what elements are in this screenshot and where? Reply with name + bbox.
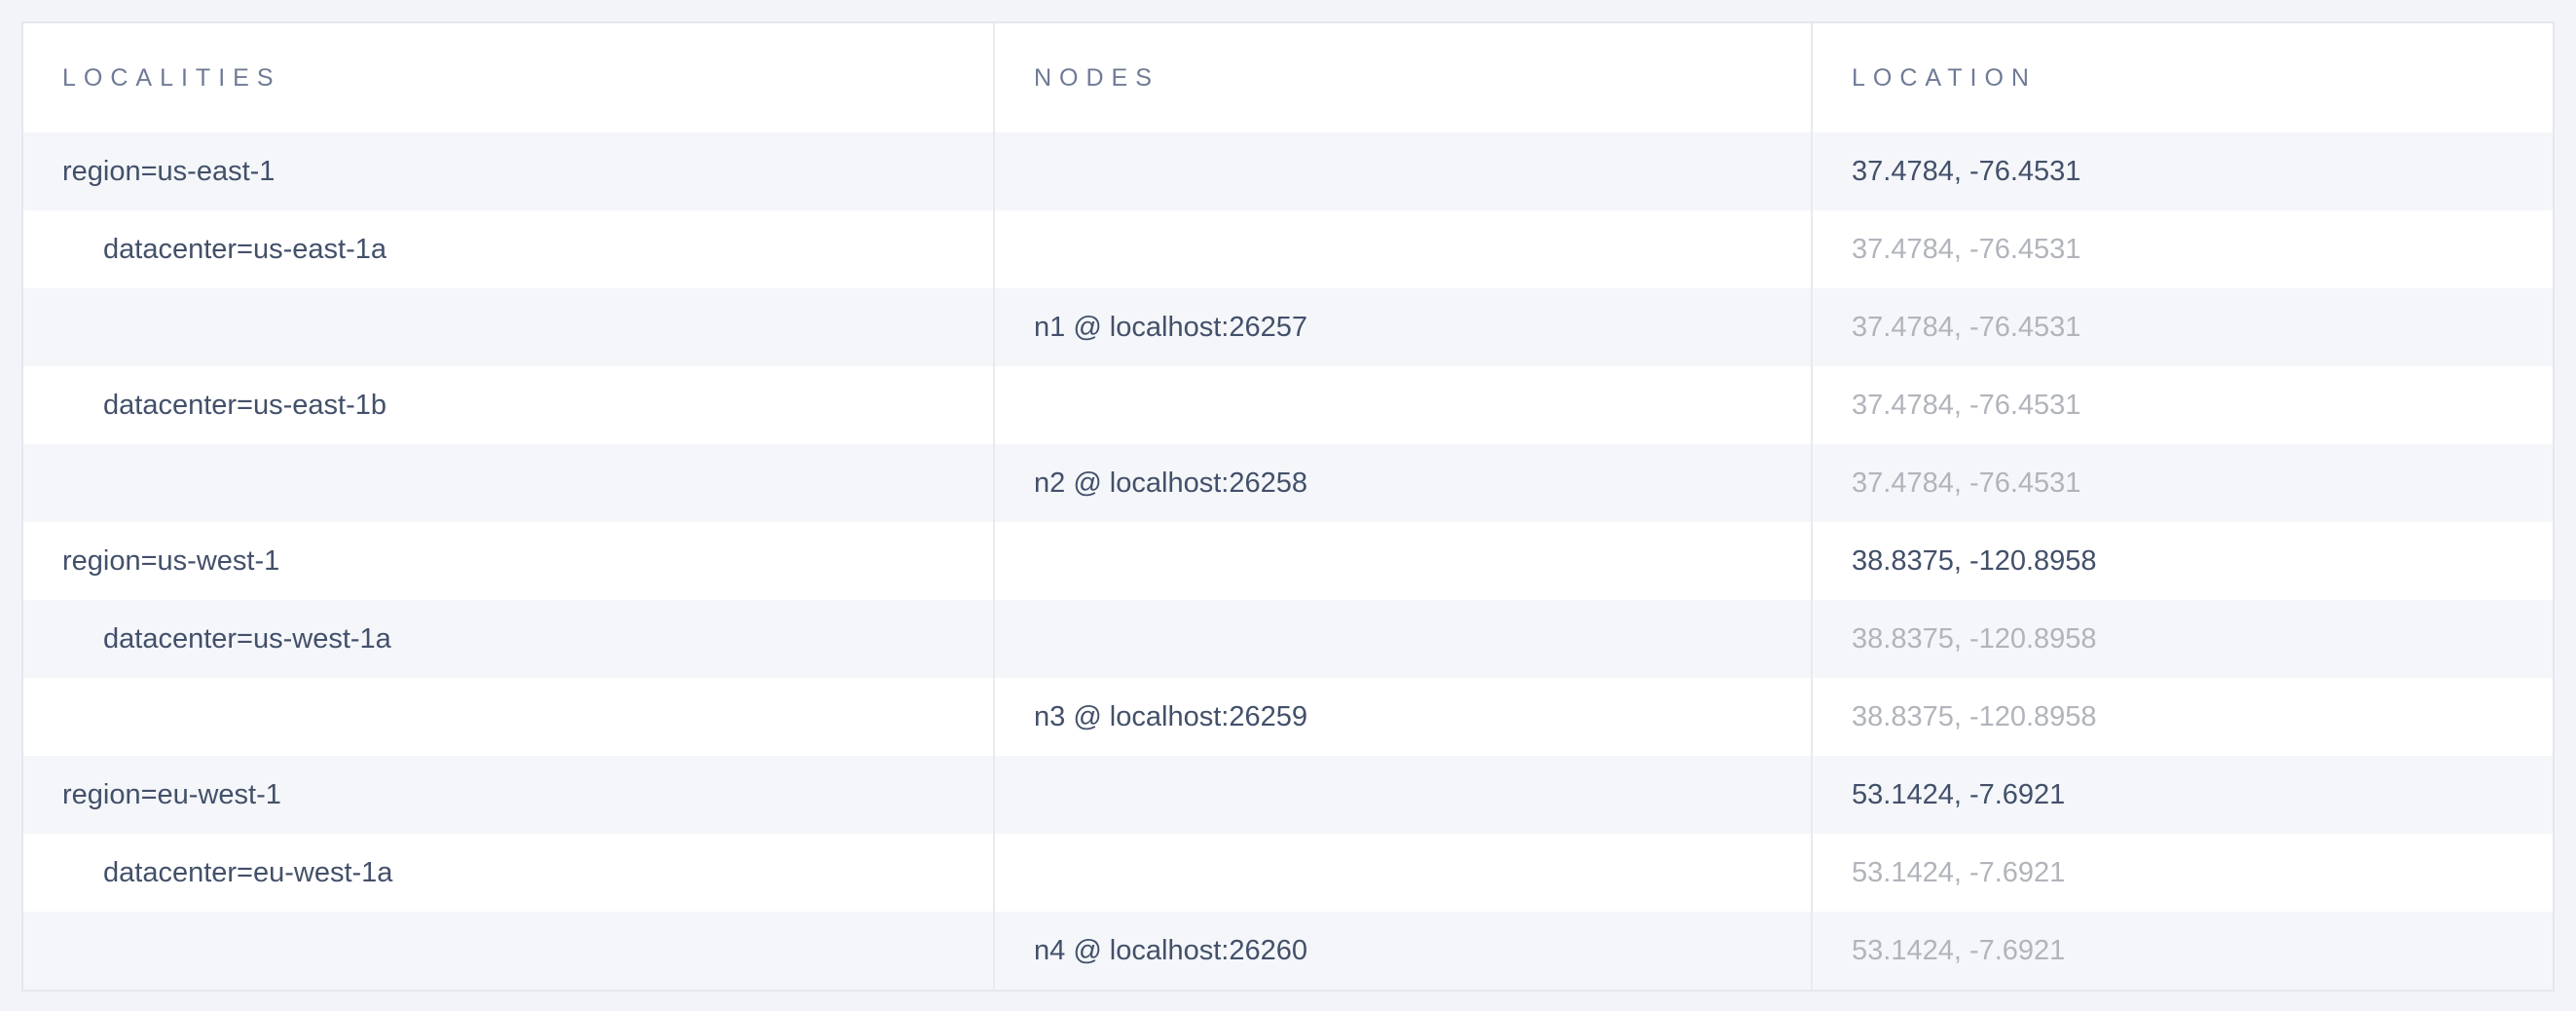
node-label: n1 @ localhost:26257 [1034,311,1307,343]
locality-cell [23,678,993,756]
table-row: datacenter=us-east-1a 37.4784, -76.4531 [23,210,2553,288]
locality-label: region=us-west-1 [62,544,280,577]
table-row: datacenter=us-east-1b 37.4784, -76.4531 [23,366,2553,444]
node-cell: n3 @ localhost:26259 [993,678,1811,756]
locality-cell: region=eu-west-1 [23,756,993,834]
locality-label: region=us-east-1 [62,155,276,187]
location-cell: 53.1424, -7.6921 [1811,834,2553,912]
locality-label: datacenter=eu-west-1a [103,856,393,888]
location-value: 37.4784, -76.4531 [1852,311,2081,343]
location-value: 38.8375, -120.8958 [1852,544,2097,577]
table-row: region=us-east-1 37.4784, -76.4531 [23,132,2553,210]
locality-cell: region=us-east-1 [23,132,993,210]
location-value: 37.4784, -76.4531 [1852,389,2081,421]
location-value: 38.8375, -120.8958 [1852,700,2097,732]
node-cell [993,756,1811,834]
location-cell: 53.1424, -7.6921 [1811,756,2553,834]
node-cell [993,600,1811,678]
location-cell: 37.4784, -76.4531 [1811,288,2553,366]
table-row: datacenter=eu-west-1a 53.1424, -7.6921 [23,834,2553,912]
table-body: region=us-east-1 37.4784, -76.4531 datac… [23,132,2553,990]
location-value: 37.4784, -76.4531 [1852,233,2081,265]
location-value: 37.4784, -76.4531 [1852,155,2081,187]
location-cell: 37.4784, -76.4531 [1811,132,2553,210]
locality-cell: datacenter=us-west-1a [23,600,993,678]
table-row: n4 @ localhost:26260 53.1424, -7.6921 [23,912,2553,990]
location-cell: 38.8375, -120.8958 [1811,522,2553,600]
location-value: 53.1424, -7.6921 [1852,778,2066,810]
locality-label: datacenter=us-east-1b [103,389,386,421]
location-value: 53.1424, -7.6921 [1852,856,2066,888]
locality-cell [23,288,993,366]
locality-cell [23,912,993,990]
location-cell: 37.4784, -76.4531 [1811,444,2553,522]
locality-cell: region=us-west-1 [23,522,993,600]
node-cell: n1 @ localhost:26257 [993,288,1811,366]
node-cell: n4 @ localhost:26260 [993,912,1811,990]
column-header-nodes: NODES [993,23,1811,132]
node-label: n2 @ localhost:26258 [1034,467,1307,499]
table-header-row: LOCALITIES NODES LOCATION [23,23,2553,132]
node-cell [993,834,1811,912]
node-cell [993,210,1811,288]
node-cell: n2 @ localhost:26258 [993,444,1811,522]
table-row: n3 @ localhost:26259 38.8375, -120.8958 [23,678,2553,756]
node-label: n4 @ localhost:26260 [1034,934,1307,966]
locality-label: region=eu-west-1 [62,778,281,810]
location-cell: 37.4784, -76.4531 [1811,210,2553,288]
location-cell: 37.4784, -76.4531 [1811,366,2553,444]
locality-cell: datacenter=eu-west-1a [23,834,993,912]
location-value: 53.1424, -7.6921 [1852,934,2066,966]
table-row: n1 @ localhost:26257 37.4784, -76.4531 [23,288,2553,366]
table-row: region=us-west-1 38.8375, -120.8958 [23,522,2553,600]
location-cell: 38.8375, -120.8958 [1811,678,2553,756]
node-cell [993,522,1811,600]
locality-cell: datacenter=us-east-1a [23,210,993,288]
column-header-localities: LOCALITIES [62,63,281,92]
location-value: 38.8375, -120.8958 [1852,622,2097,655]
column-header-location: LOCATION [1811,23,2553,132]
node-cell [993,132,1811,210]
table-row: region=eu-west-1 53.1424, -7.6921 [23,756,2553,834]
location-cell: 53.1424, -7.6921 [1811,912,2553,990]
location-value: 37.4784, -76.4531 [1852,467,2081,499]
locality-label: datacenter=us-east-1a [103,233,386,265]
table-row: datacenter=us-west-1a 38.8375, -120.8958 [23,600,2553,678]
node-cell [993,366,1811,444]
locality-label: datacenter=us-west-1a [103,622,391,655]
location-cell: 38.8375, -120.8958 [1811,600,2553,678]
table-row: n2 @ localhost:26258 37.4784, -76.4531 [23,444,2553,522]
node-label: n3 @ localhost:26259 [1034,700,1307,732]
localities-table: LOCALITIES NODES LOCATION region=us-east… [21,21,2555,992]
locality-cell: datacenter=us-east-1b [23,366,993,444]
locality-cell [23,444,993,522]
